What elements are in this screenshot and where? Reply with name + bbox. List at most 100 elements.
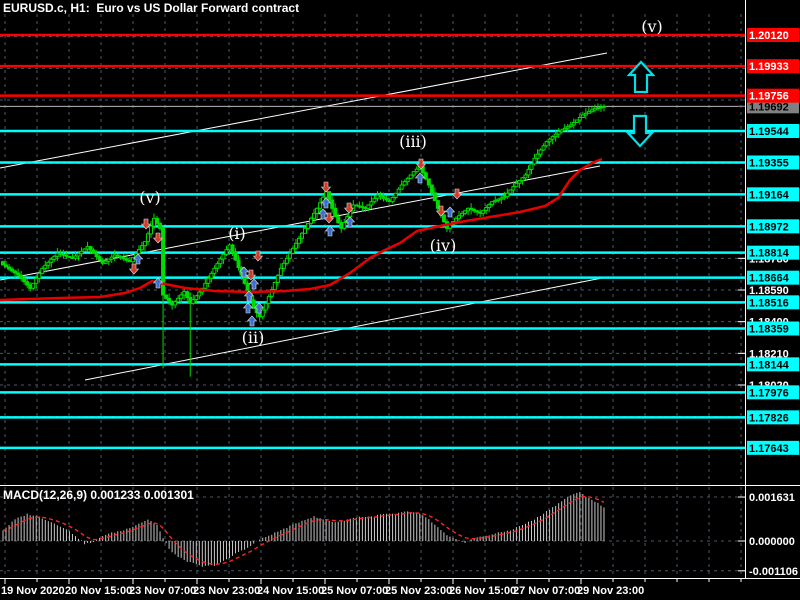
sell-arrow-marker[interactable] <box>140 218 152 230</box>
candle-body <box>269 289 274 298</box>
support-price-label-bg <box>747 155 799 170</box>
candle-body <box>224 249 229 255</box>
candle-body <box>19 274 24 279</box>
candle-body <box>303 227 307 234</box>
time-axis-label: 25 Nov 07:00 <box>321 585 388 597</box>
resistance-price-label: 1.19933 <box>749 61 789 73</box>
up-arrow-object[interactable] <box>626 60 656 94</box>
candle-body <box>487 204 492 208</box>
candle-body <box>218 258 223 265</box>
sell-arrow-marker[interactable] <box>451 188 463 200</box>
candle-body <box>526 168 531 176</box>
candle-body <box>426 178 431 186</box>
sell-arrow-marker[interactable] <box>128 263 140 275</box>
buy-arrow-marker[interactable] <box>243 290 255 302</box>
ma-line[interactable] <box>0 157 603 302</box>
candle-body <box>25 281 30 286</box>
candle-body <box>508 189 513 194</box>
candle-body <box>414 168 419 173</box>
buy-arrow-marker[interactable] <box>324 225 336 237</box>
candle-body <box>275 274 280 283</box>
buy-arrow-marker[interactable] <box>344 216 356 228</box>
support-price-label: 1.17643 <box>749 443 789 455</box>
buy-arrow-marker[interactable] <box>253 302 265 314</box>
wave-label[interactable]: (v) <box>139 188 161 207</box>
buy-arrow-marker[interactable] <box>238 266 250 278</box>
candle-body <box>139 245 144 251</box>
candle-body <box>4 264 9 268</box>
support-price-label: 1.18664 <box>749 273 790 285</box>
candle-body <box>532 157 537 165</box>
buy-arrow-marker[interactable] <box>414 172 426 184</box>
buy-arrow-marker[interactable] <box>444 206 456 218</box>
candle-body <box>366 204 371 209</box>
candle-body <box>384 197 389 201</box>
wave-label[interactable]: (v) <box>641 17 663 36</box>
candle-body <box>580 114 585 118</box>
current-price-label: 1.19692 <box>749 101 789 113</box>
candle-body <box>194 295 199 301</box>
sell-arrow-marker[interactable] <box>415 158 427 170</box>
candle-body <box>496 198 501 201</box>
buy-arrow-marker[interactable] <box>317 208 329 220</box>
sell-arrow-marker[interactable] <box>435 205 447 217</box>
candle-body <box>197 291 202 297</box>
support-price-label: 1.19544 <box>749 126 790 138</box>
candle-body <box>589 109 594 113</box>
candle-body <box>517 180 522 184</box>
buy-arrow-marker[interactable] <box>246 315 258 327</box>
channel-line[interactable] <box>0 165 601 281</box>
candle-body <box>230 244 235 253</box>
candle-body <box>155 217 160 224</box>
wave-label[interactable]: (i) <box>228 224 246 243</box>
wave-label[interactable]: (ii) <box>242 328 265 347</box>
sell-arrow-marker[interactable] <box>252 250 264 262</box>
support-price-label: 1.18516 <box>749 297 789 309</box>
wave-label[interactable]: (iv) <box>430 236 457 255</box>
buy-arrow-marker[interactable] <box>132 253 144 265</box>
channel-line[interactable] <box>0 52 608 169</box>
buy-arrow-marker[interactable] <box>320 197 332 209</box>
sell-arrow-marker[interactable] <box>152 232 164 244</box>
candle-body <box>538 149 543 155</box>
support-price-label: 1.18972 <box>749 221 789 233</box>
candle-body <box>535 153 540 159</box>
sell-arrow-marker[interactable] <box>245 269 257 281</box>
wave-label[interactable]: (iii) <box>399 132 427 151</box>
buy-arrow-marker[interactable] <box>152 277 164 289</box>
candle-body <box>10 268 15 272</box>
candle-body <box>52 255 57 260</box>
candle-body <box>161 227 166 296</box>
candle-body <box>185 291 190 298</box>
buy-arrow-marker[interactable] <box>242 302 254 314</box>
candle-body <box>130 257 135 263</box>
support-price-label: 1.19355 <box>749 158 789 170</box>
candle-body <box>327 191 332 201</box>
candle-body <box>541 145 546 151</box>
buy-arrow-marker[interactable] <box>248 278 260 290</box>
candle-body <box>463 210 468 214</box>
macd-axis-label: -0.001106 <box>749 566 798 578</box>
candle-body <box>547 138 552 143</box>
candle-body <box>514 182 519 188</box>
candle-body <box>173 301 178 306</box>
candle-body <box>34 277 39 284</box>
candle-body <box>76 253 81 257</box>
resistance-price-label-bg <box>747 88 799 103</box>
support-price-label-bg <box>747 270 799 285</box>
candle-body <box>460 212 465 217</box>
sell-arrow-marker[interactable] <box>343 202 355 214</box>
candle-body <box>290 247 295 254</box>
candle-body <box>142 241 147 247</box>
candle-body <box>550 136 555 140</box>
down-arrow-object[interactable] <box>625 114 655 148</box>
sell-arrow-marker[interactable] <box>320 181 332 193</box>
candle-body <box>315 207 320 214</box>
time-axis-label: 20 Nov 15:00 <box>65 585 132 597</box>
candle-body <box>372 197 377 203</box>
resistance-price-label-bg <box>747 28 799 42</box>
candle-body <box>472 209 477 212</box>
candle-body <box>390 197 395 203</box>
